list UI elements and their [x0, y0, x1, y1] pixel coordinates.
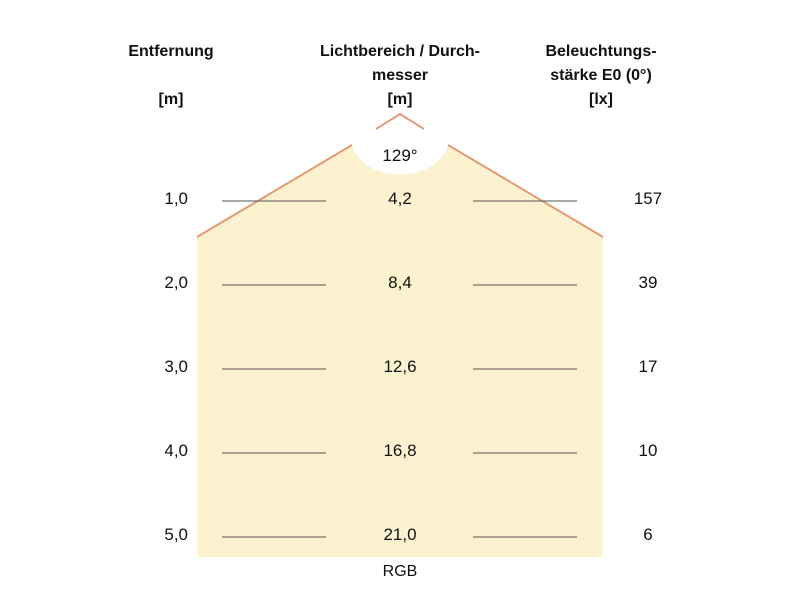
- diameter-header-line-2: messer: [371, 67, 429, 84]
- row-illuminance-value: 6: [643, 525, 653, 544]
- diameter-header: Lichtbereich / Durch- messer [m]: [300, 40, 500, 112]
- lamp-apex-icon: [375, 112, 425, 130]
- row-diameter-value: 4,2: [388, 189, 412, 208]
- row-diameter-value: 16,8: [383, 441, 417, 460]
- illuminance-header-line-2: stärke E0 (0°): [550, 67, 652, 84]
- row-guide-lines: [222, 200, 577, 538]
- illuminance-header-unit: [lx]: [589, 91, 613, 108]
- row-distance-value: 5,0: [164, 525, 188, 544]
- distance-header-unit: [m]: [158, 91, 184, 108]
- illuminance-header: Beleuchtungs- stärke E0 (0°) [lx]: [516, 40, 686, 112]
- diameter-header-unit: [m]: [387, 91, 413, 108]
- row-illuminance-value: 10: [638, 441, 658, 460]
- beam-edge-right: [447, 144, 604, 238]
- row-distance-value: 2,0: [164, 273, 188, 292]
- beam-angle-label: 129°: [382, 146, 418, 165]
- row-illuminance-value: 157: [633, 189, 663, 208]
- diameter-header-line-1: Lichtbereich / Durch-: [319, 43, 481, 60]
- distance-header: Entfernung [m]: [96, 40, 246, 112]
- row-diameter-value: 8,4: [388, 273, 412, 292]
- row-illuminance-value: 17: [638, 357, 658, 376]
- row-illuminance-value: 39: [638, 273, 658, 292]
- light-type-label: RGB: [382, 563, 418, 580]
- beam-edge-left: [196, 144, 353, 238]
- row-distance-value: 3,0: [164, 357, 188, 376]
- distance-header-title: Entfernung: [128, 43, 214, 60]
- row-distance-value: 1,0: [164, 189, 188, 208]
- row-diameter-value: 21,0: [383, 525, 417, 544]
- row-distance-value: 4,0: [164, 441, 188, 460]
- illuminance-header-line-1: Beleuchtungs-: [545, 43, 657, 60]
- row-diameter-value: 12,6: [383, 357, 417, 376]
- light-beam-area: [197, 145, 603, 557]
